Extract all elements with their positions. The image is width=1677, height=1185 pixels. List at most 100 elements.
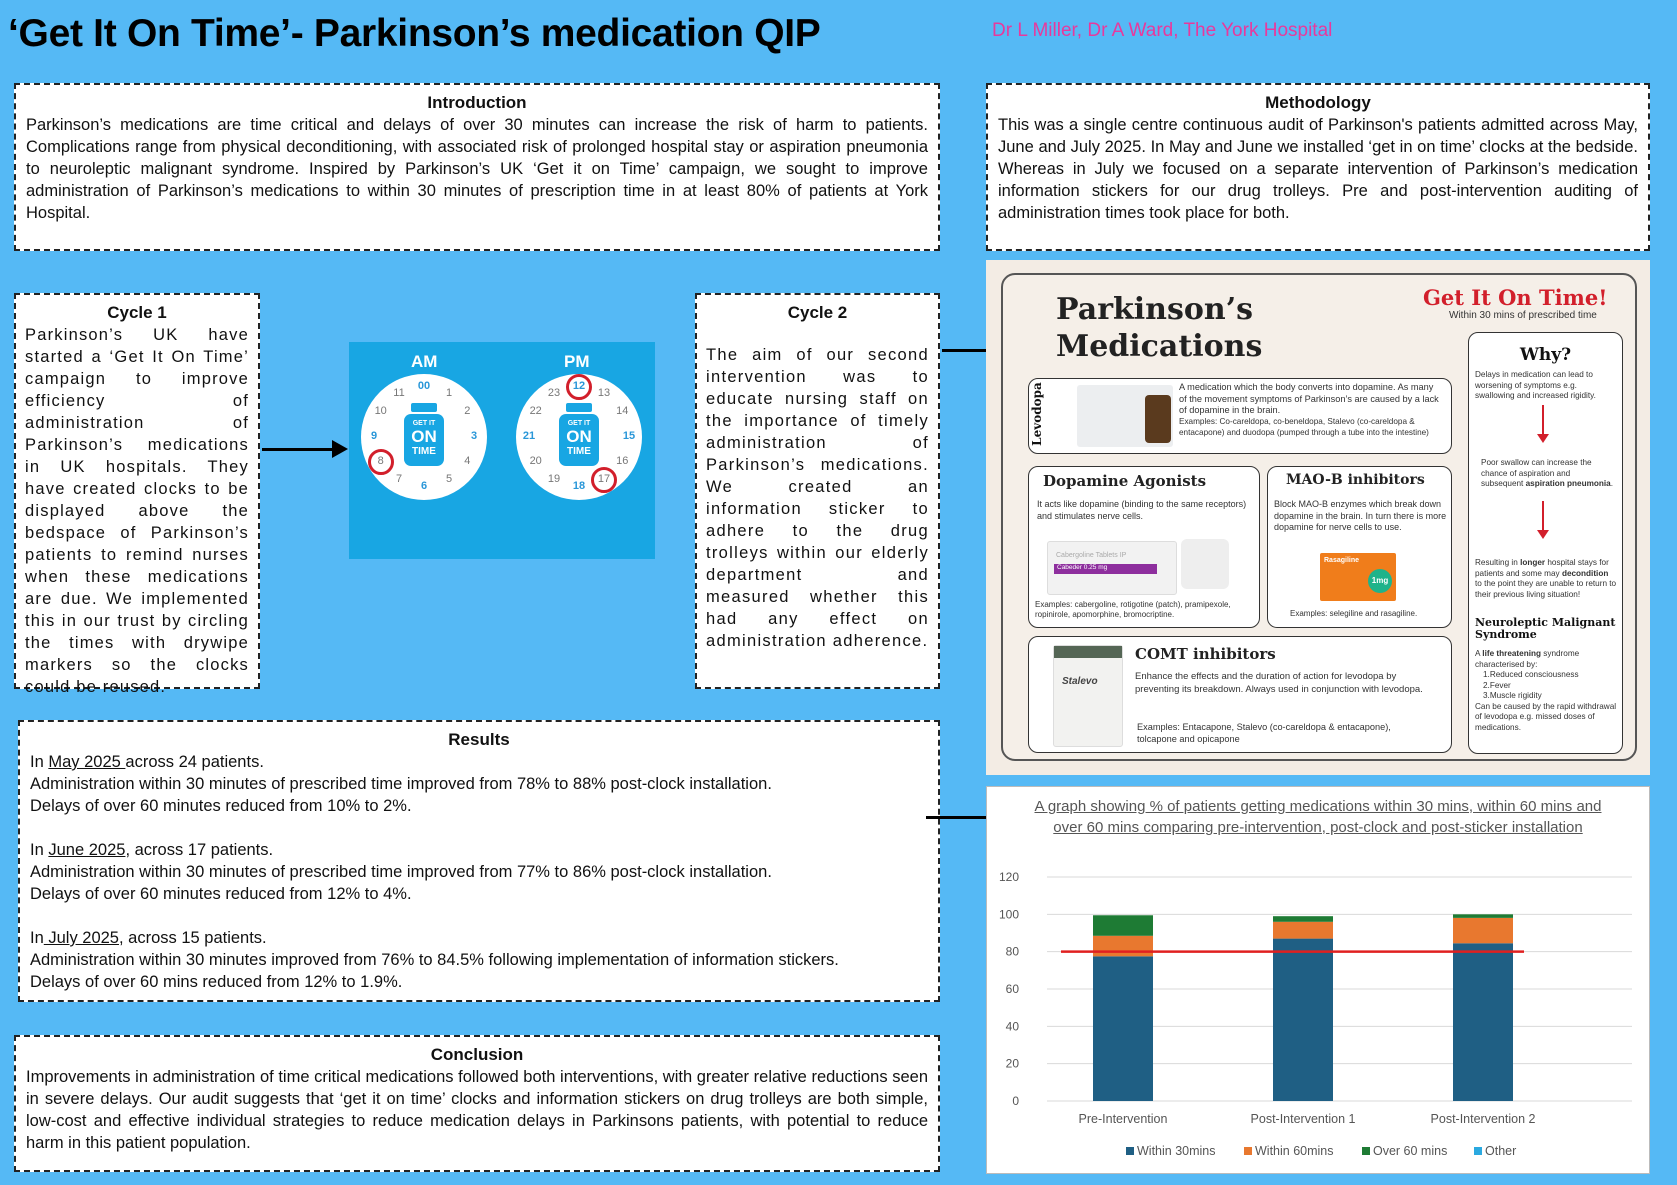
arrow-cycle1-to-clocks bbox=[262, 440, 348, 458]
text: across 24 patients. bbox=[125, 753, 264, 771]
down-arrow-icon bbox=[1537, 405, 1549, 443]
clock-number: 15 bbox=[622, 430, 636, 442]
methodology-text: This was a single centre continuous audi… bbox=[998, 116, 1638, 222]
slogan: Get It On Time! bbox=[1423, 285, 1608, 310]
results-section: Results In May 2025 across 24 patients. … bbox=[18, 720, 940, 1002]
clock-number: 7 bbox=[395, 473, 403, 486]
pack-top bbox=[1054, 646, 1122, 658]
text: In bbox=[30, 929, 44, 947]
conclusion-section: Conclusion Improvements in administratio… bbox=[14, 1035, 940, 1172]
month-label: May 2025 bbox=[48, 753, 126, 771]
chart-title: A graph showing % of patients getting me… bbox=[1034, 798, 1602, 836]
levodopa-label: Levodopa bbox=[1030, 382, 1044, 446]
clock-number: 4 bbox=[464, 455, 471, 467]
y-tick-label: 40 bbox=[1006, 1019, 1020, 1033]
maob-text: Block MAO-B enzymes which break down dop… bbox=[1274, 499, 1447, 532]
pm-label: PM bbox=[564, 352, 590, 371]
clock-number: 14 bbox=[616, 405, 629, 417]
dopamine-agonists-box: Dopamine Agonists It acts like dopamine … bbox=[1028, 466, 1260, 628]
text: , across 15 patients. bbox=[118, 929, 267, 947]
pack-text: Stalevo bbox=[1062, 676, 1098, 687]
clock-number: 6 bbox=[420, 480, 428, 492]
results-june-line3: Delays of over 60 minutes reduced from 1… bbox=[30, 885, 412, 903]
legend-swatch bbox=[1362, 1147, 1370, 1155]
methodology-heading: Methodology bbox=[1265, 93, 1371, 112]
dopamine-agonists-heading: Dopamine Agonists bbox=[1043, 472, 1207, 490]
legend-swatch bbox=[1244, 1147, 1252, 1155]
clock-number: 20 bbox=[529, 455, 542, 467]
results-june: In June 2025, across 17 patients. bbox=[30, 839, 928, 861]
levodopa-examples: Examples: Co-careldopa, co-beneldopa, St… bbox=[1179, 417, 1429, 437]
text: . bbox=[1610, 479, 1613, 488]
y-tick-label: 20 bbox=[1006, 1057, 1020, 1071]
legend-swatch bbox=[1126, 1147, 1134, 1155]
results-july-line2: Administration within 30 minutes improve… bbox=[30, 951, 839, 969]
y-tick-label: 100 bbox=[999, 907, 1019, 921]
cycle2-text: The aim of our second intervention was t… bbox=[706, 346, 929, 650]
sticker-title-line: Parkinson’s bbox=[1056, 292, 1254, 327]
bottle-logo-icon: GET IT ON TIME bbox=[559, 403, 599, 466]
why-heading: Why? bbox=[1519, 345, 1572, 365]
cycle1-section: Cycle 1 Parkinson’s UK have started a ‘G… bbox=[14, 293, 260, 696]
down-arrow-icon bbox=[1537, 501, 1549, 539]
introduction-heading: Introduction bbox=[427, 93, 527, 112]
logo-text: GET IT bbox=[567, 420, 591, 427]
text: Poor swallow can increase the chance of … bbox=[1481, 458, 1592, 488]
stalevo-pack-image: Stalevo bbox=[1053, 645, 1123, 747]
logo-text: TIME bbox=[567, 446, 591, 457]
poster-title: ‘Get It On Time’- Parkinson’s medication… bbox=[8, 12, 821, 55]
clock-number: 19 bbox=[547, 473, 561, 486]
bar-segment bbox=[1273, 938, 1333, 1101]
clock-number: 11 bbox=[393, 386, 405, 399]
sticker-frame: Parkinson’s Medications Get It On Time! … bbox=[1001, 273, 1637, 761]
results-may-line3: Delays of over 60 minutes reduced from 1… bbox=[30, 797, 412, 815]
results-may-line2: Administration within 30 minutes of pres… bbox=[30, 775, 772, 793]
comt-examples: Examples: Entacapone, Stalevo (co-careld… bbox=[1137, 722, 1391, 744]
bold-text: longer bbox=[1520, 558, 1546, 567]
clock-number: 13 bbox=[597, 386, 611, 399]
clock-number: 3 bbox=[470, 430, 478, 442]
logo-text: GET IT bbox=[412, 420, 436, 427]
clock-number: 22 bbox=[529, 405, 542, 417]
y-tick-label: 120 bbox=[999, 870, 1019, 884]
bold-text: aspiration pneumonia bbox=[1525, 479, 1611, 488]
slogan-sub: Within 30 mins of prescribed time bbox=[1449, 310, 1597, 321]
bar-segment bbox=[1453, 943, 1513, 1101]
cycle1-text: Parkinson’s UK have started a ‘Get It On… bbox=[25, 326, 249, 696]
clock-number: 5 bbox=[445, 473, 453, 486]
text: hospital stays for patients and some may bbox=[1475, 558, 1609, 578]
clock-number: 00 bbox=[417, 380, 431, 392]
text: In bbox=[30, 753, 49, 771]
pm-clock-face: GET IT ON TIME 12 13 14 15 16 17 18 19 20 21 22 23 bbox=[516, 374, 642, 500]
clock-number: 9 bbox=[370, 430, 378, 442]
clock-number: 16 bbox=[616, 455, 629, 467]
pack-dose: 1mg bbox=[1368, 569, 1392, 593]
nms-heading: Neuroleptic Malignant Syndrome bbox=[1475, 616, 1616, 641]
bar-segment bbox=[1453, 917, 1513, 944]
text: A bbox=[1475, 649, 1483, 658]
maob-inhibitors-box: MAO-B inhibitors Block MAO-B enzymes whi… bbox=[1267, 466, 1452, 628]
nms-end: Can be caused by the rapid withdrawal of… bbox=[1475, 701, 1617, 732]
am-clock-face: GET IT ON TIME 00 1 2 3 4 5 6 7 8 9 10 11 bbox=[361, 374, 487, 500]
results-july-line3: Delays of over 60 mins reduced from 12% … bbox=[30, 973, 403, 991]
bar-segment bbox=[1093, 956, 1153, 1101]
nms-item: 1.Reduced consciousness bbox=[1483, 670, 1579, 679]
cycle2-heading: Cycle 2 bbox=[787, 303, 848, 322]
highlight-circle-icon bbox=[591, 467, 617, 494]
why-text-2: Poor swallow can increase the chance of … bbox=[1481, 458, 1613, 490]
rasagiline-pack-image: Rasagiline 1mg bbox=[1320, 553, 1396, 601]
chart-svg: 0 20 40 60 80 100 120 Pre-Intervention Post-Int… bbox=[999, 870, 1632, 1158]
clocks-image: AM PM GET IT ON TIME 00 1 2 3 4 5 6 7 8 9 10 11 GET… bbox=[349, 342, 655, 559]
bar-segment bbox=[1453, 914, 1513, 918]
y-tick-label: 60 bbox=[1006, 982, 1020, 996]
comt-heading: COMT inhibitors bbox=[1135, 645, 1276, 663]
nms-item: 3.Muscle rigidity bbox=[1483, 691, 1542, 700]
clock-number: 18 bbox=[572, 480, 586, 492]
results-heading: Results bbox=[448, 730, 510, 749]
pack-band: Cabeder 0.25 mg bbox=[1054, 564, 1157, 574]
sticker-title: Parkinson’s Medications bbox=[1056, 291, 1262, 365]
results-june-line2: Administration within 30 minutes of pres… bbox=[30, 863, 772, 881]
cabergoline-pack-image: Cabergoline Tablets IP Cabeder 0.25 mg bbox=[1047, 541, 1177, 595]
legend-label: Within 30mins bbox=[1137, 1144, 1216, 1158]
pack-text: Rasagiline bbox=[1324, 557, 1360, 564]
